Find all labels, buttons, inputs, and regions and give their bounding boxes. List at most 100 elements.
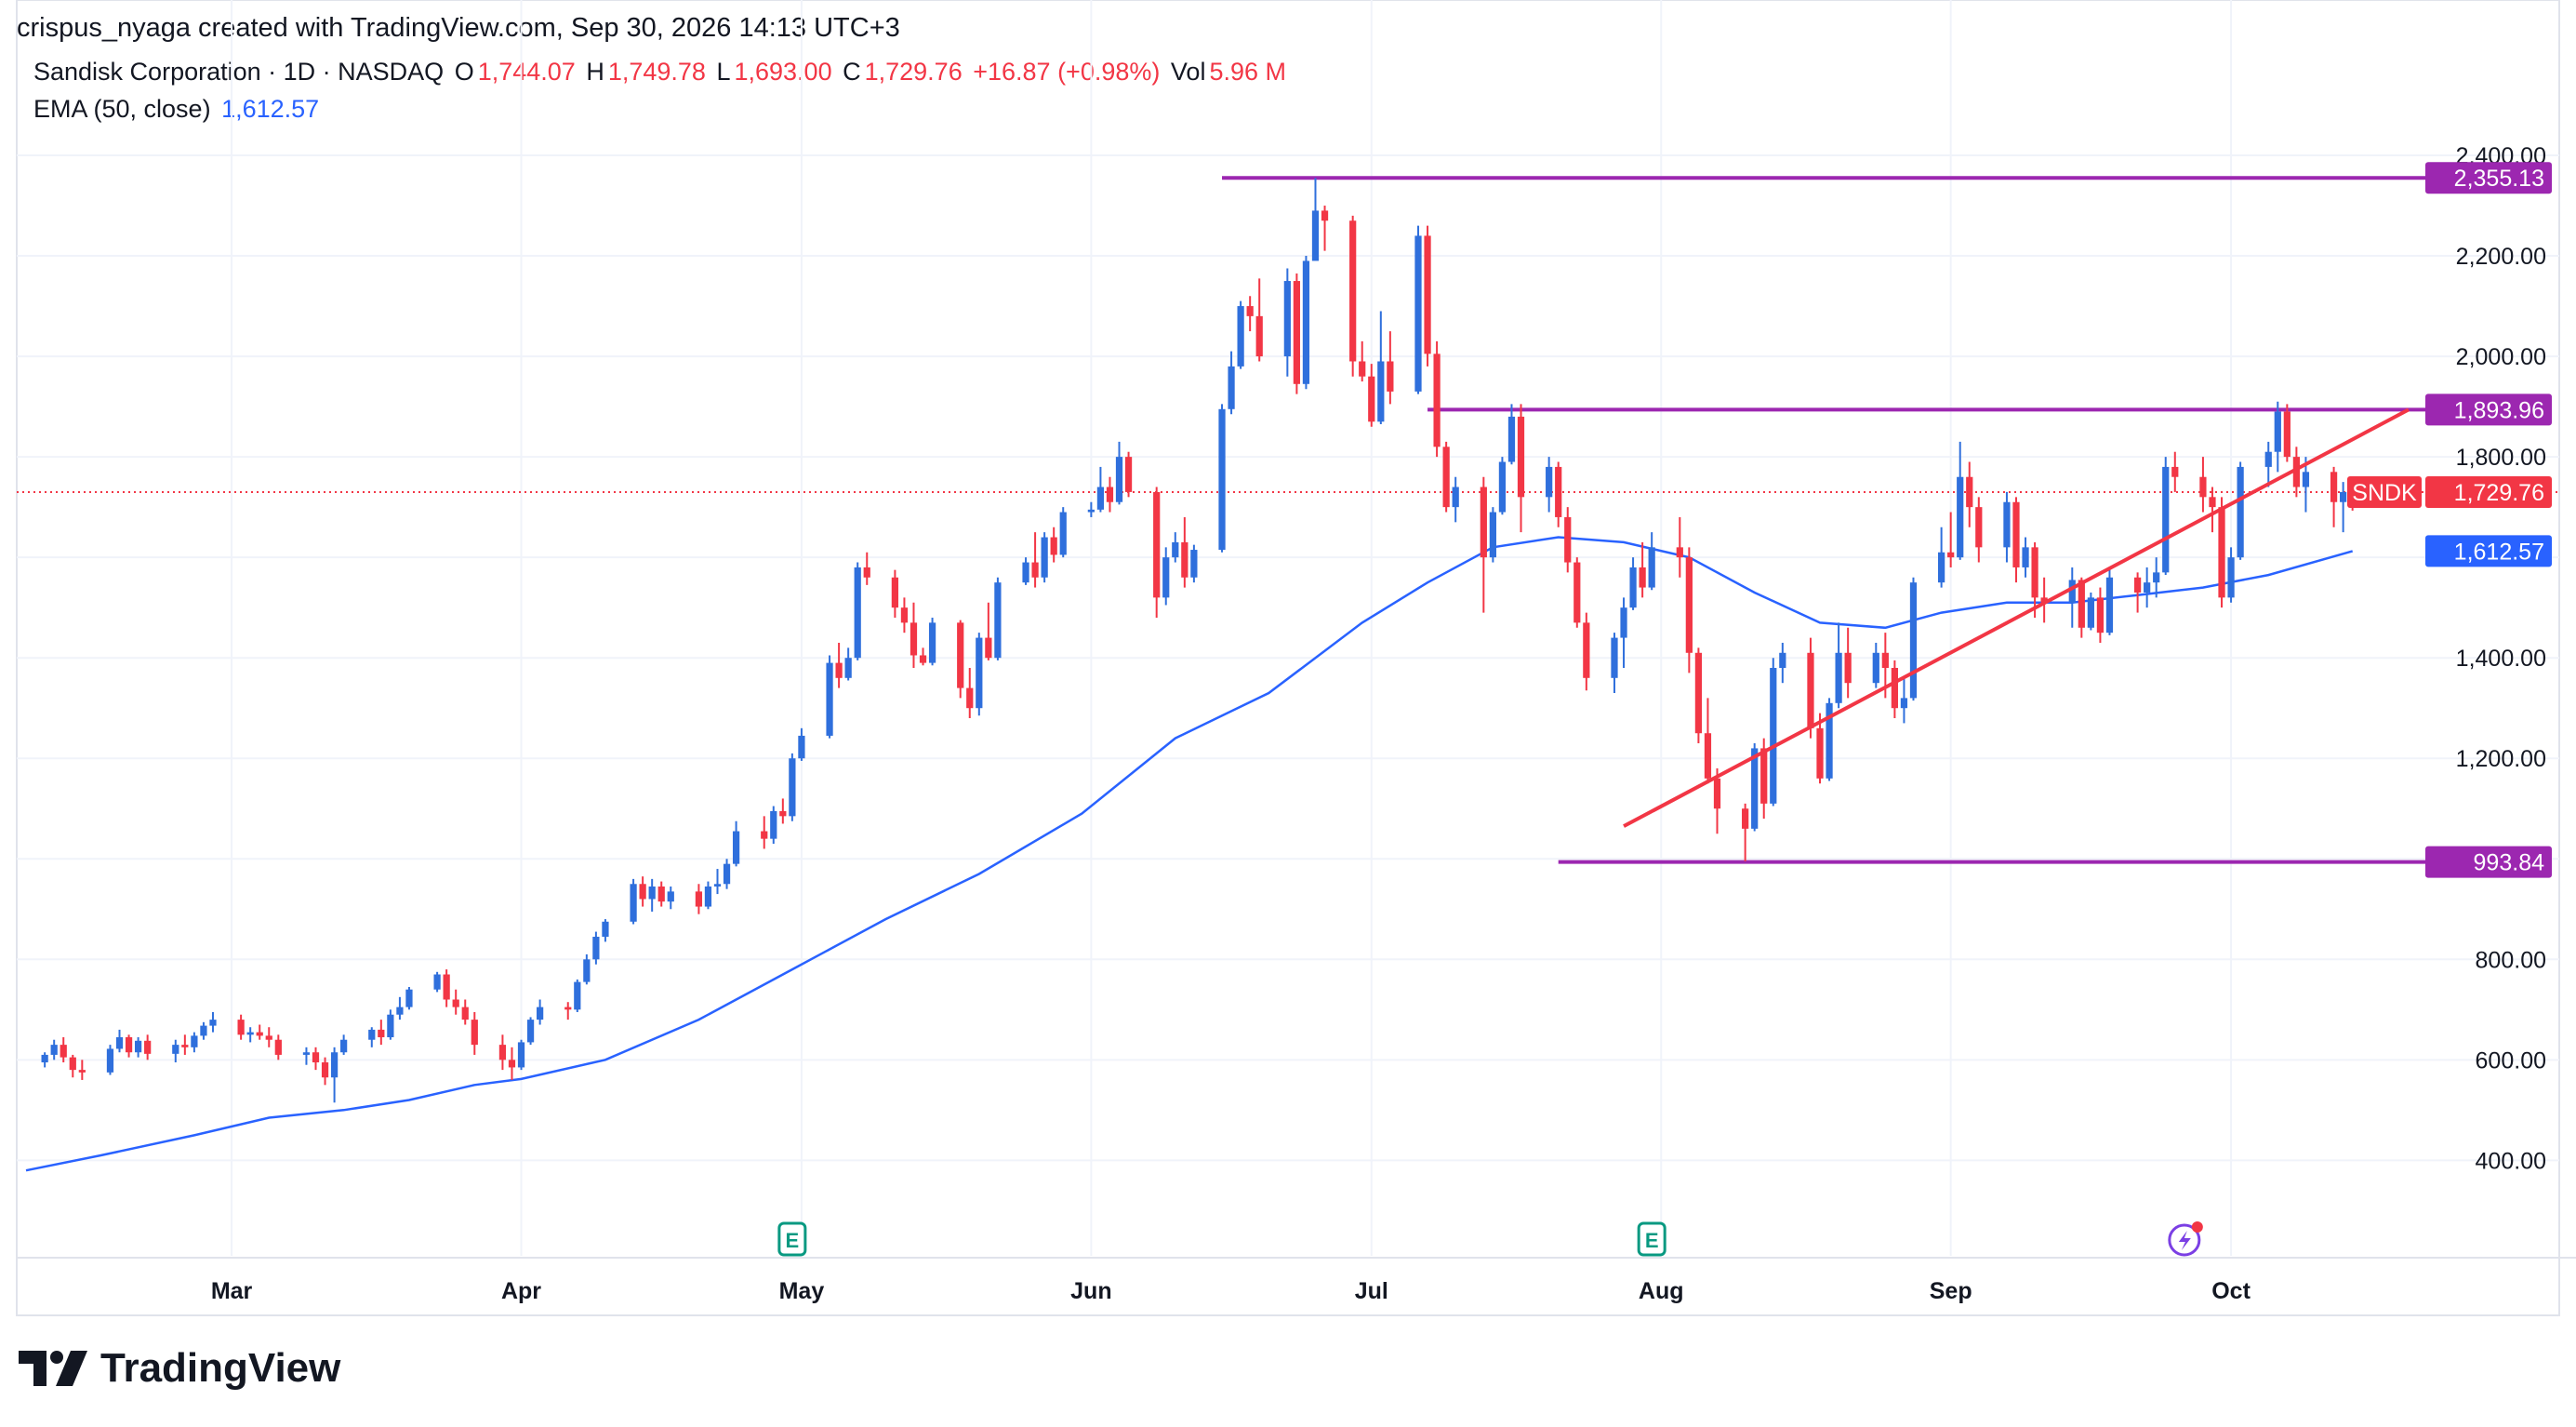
candle bbox=[191, 1032, 198, 1053]
candle-body bbox=[695, 891, 703, 907]
candle bbox=[2340, 482, 2347, 533]
candle bbox=[1900, 677, 1908, 724]
candle bbox=[443, 969, 450, 1007]
candle bbox=[1546, 457, 1553, 513]
candle bbox=[891, 569, 899, 618]
candle-body bbox=[657, 886, 665, 902]
candle bbox=[1517, 404, 1525, 533]
candle-body bbox=[985, 637, 992, 659]
earnings-label: E bbox=[786, 1229, 800, 1252]
candle-body bbox=[1891, 667, 1899, 709]
y-axis-tick-label: 1,800.00 bbox=[2456, 445, 2546, 471]
candle-body bbox=[1517, 416, 1525, 498]
x-axis-tick-label: Jun bbox=[1070, 1278, 1111, 1304]
candle-body bbox=[2153, 572, 2160, 583]
candle bbox=[246, 1027, 254, 1043]
y-axis-tick-label: 400.00 bbox=[2476, 1148, 2546, 1174]
candle bbox=[976, 633, 983, 716]
candle bbox=[1779, 642, 1786, 684]
tradingview-logo-icon bbox=[19, 1351, 87, 1386]
candle bbox=[1237, 300, 1244, 369]
candle-body bbox=[1507, 416, 1516, 462]
candle bbox=[1368, 364, 1375, 427]
tradingview-brand[interactable]: TradingView bbox=[19, 1345, 340, 1392]
candle bbox=[1770, 658, 1777, 807]
candle-body bbox=[1835, 652, 1842, 703]
candle bbox=[1835, 622, 1842, 709]
candle bbox=[1909, 577, 1918, 701]
candle bbox=[723, 859, 731, 889]
candle-body bbox=[302, 1052, 311, 1055]
candle bbox=[2096, 587, 2105, 643]
candle-body bbox=[1704, 733, 1712, 779]
candle-body bbox=[844, 658, 852, 678]
candle bbox=[508, 1047, 516, 1080]
candle bbox=[340, 1034, 348, 1055]
candle-body bbox=[2283, 411, 2291, 458]
candle-body bbox=[761, 831, 768, 839]
candle-body bbox=[312, 1052, 320, 1063]
candle bbox=[471, 1012, 478, 1055]
candle bbox=[761, 816, 768, 849]
candle-body bbox=[115, 1037, 124, 1049]
x-axis-tick-label: Mar bbox=[211, 1278, 253, 1304]
candle-body bbox=[574, 981, 581, 1010]
candle bbox=[1583, 612, 1590, 691]
candle bbox=[798, 727, 805, 761]
candle-body bbox=[1938, 552, 1945, 583]
candle bbox=[1648, 532, 1655, 591]
candle-body bbox=[1742, 808, 1749, 829]
ema-legend[interactable]: EMA (50, close) 1,612.57 bbox=[33, 95, 323, 124]
y-axis-tick-label: 1,200.00 bbox=[2456, 746, 2546, 772]
candle bbox=[1489, 507, 1496, 563]
earnings-label: E bbox=[1645, 1229, 1659, 1252]
last-price-tag-bg bbox=[2425, 476, 2552, 509]
candle bbox=[789, 753, 796, 821]
candle bbox=[1293, 273, 1301, 394]
level-price-tag-bg bbox=[2425, 846, 2552, 878]
candle-body bbox=[2040, 597, 2048, 603]
candle-body bbox=[966, 687, 974, 709]
candle bbox=[2274, 401, 2281, 473]
candle-body bbox=[2237, 466, 2244, 558]
ema-50-line bbox=[25, 536, 2354, 1172]
candle bbox=[1891, 660, 1899, 719]
candle-body bbox=[1153, 491, 1161, 598]
candle bbox=[1172, 532, 1179, 563]
candle bbox=[1555, 461, 1562, 527]
candle bbox=[1321, 206, 1329, 251]
candle-body bbox=[452, 999, 459, 1007]
high-label: H bbox=[586, 58, 604, 86]
candle-body bbox=[602, 921, 609, 937]
candle-body bbox=[1816, 727, 1824, 779]
y-axis-tick-label: 2,200.00 bbox=[2456, 244, 2546, 270]
candle-body bbox=[891, 577, 899, 608]
candle-body bbox=[835, 662, 843, 678]
flash-glyph bbox=[2178, 1231, 2191, 1250]
candle-body bbox=[1368, 376, 1375, 422]
candle bbox=[2022, 537, 2029, 578]
candle bbox=[1124, 451, 1133, 498]
candle bbox=[667, 886, 674, 910]
candle-body bbox=[2144, 582, 2151, 593]
candle-body bbox=[200, 1025, 207, 1036]
candle bbox=[237, 1014, 245, 1040]
candle bbox=[1966, 461, 1973, 527]
candle bbox=[1807, 637, 1814, 739]
price-chart[interactable]: 400.00 600.00 800.00 1,200.00 1,400.00 1,800.… bbox=[0, 0, 2576, 1330]
volume-label: Vol bbox=[1170, 58, 1206, 86]
candle-body bbox=[517, 1042, 525, 1068]
candle-body bbox=[433, 974, 441, 990]
candle-body bbox=[1909, 582, 1918, 699]
candle-body bbox=[265, 1035, 272, 1040]
candle bbox=[1742, 803, 1749, 861]
candle bbox=[1031, 532, 1039, 588]
candle-body bbox=[330, 1052, 339, 1078]
candle-body bbox=[1424, 235, 1431, 354]
close-value: 1,729.76 bbox=[864, 58, 963, 86]
candle bbox=[1480, 476, 1487, 613]
candle-body bbox=[854, 567, 861, 659]
candle bbox=[844, 647, 852, 681]
ema-price-tag-bg bbox=[2425, 535, 2552, 567]
candle-body bbox=[863, 567, 870, 578]
